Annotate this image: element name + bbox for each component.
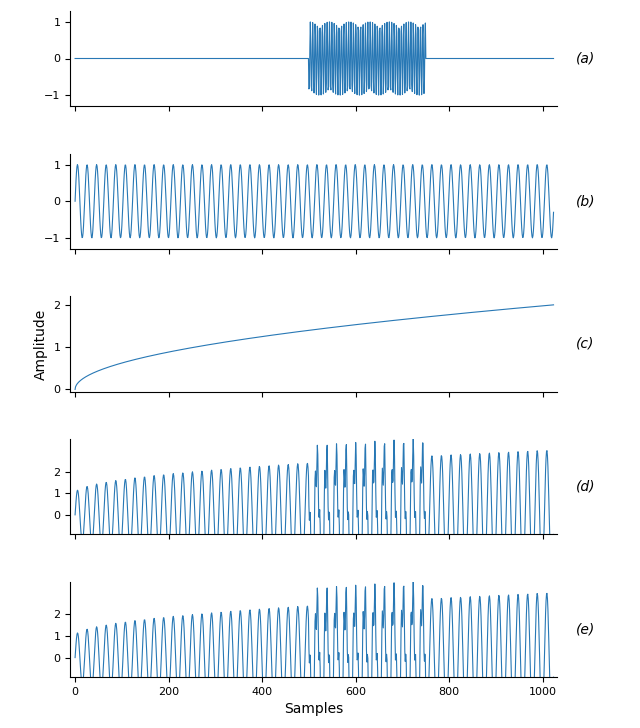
Text: (c): (c)	[576, 337, 595, 351]
Text: (a): (a)	[576, 52, 595, 66]
X-axis label: Samples: Samples	[284, 703, 343, 716]
Y-axis label: Amplitude: Amplitude	[34, 309, 48, 379]
Text: (d): (d)	[576, 480, 596, 494]
Text: (b): (b)	[576, 194, 596, 208]
Text: (e): (e)	[576, 622, 595, 636]
